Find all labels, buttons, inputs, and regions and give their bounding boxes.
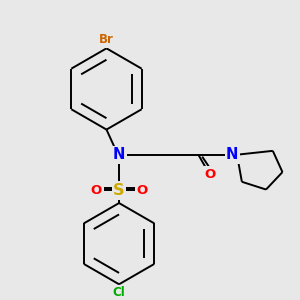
Text: N: N [226,147,239,162]
Text: Cl: Cl [113,286,125,299]
Text: O: O [90,184,101,197]
Text: Br: Br [99,33,114,46]
Text: O: O [204,167,216,181]
Text: N: N [113,147,125,162]
Text: O: O [136,184,148,197]
Text: S: S [113,183,125,198]
